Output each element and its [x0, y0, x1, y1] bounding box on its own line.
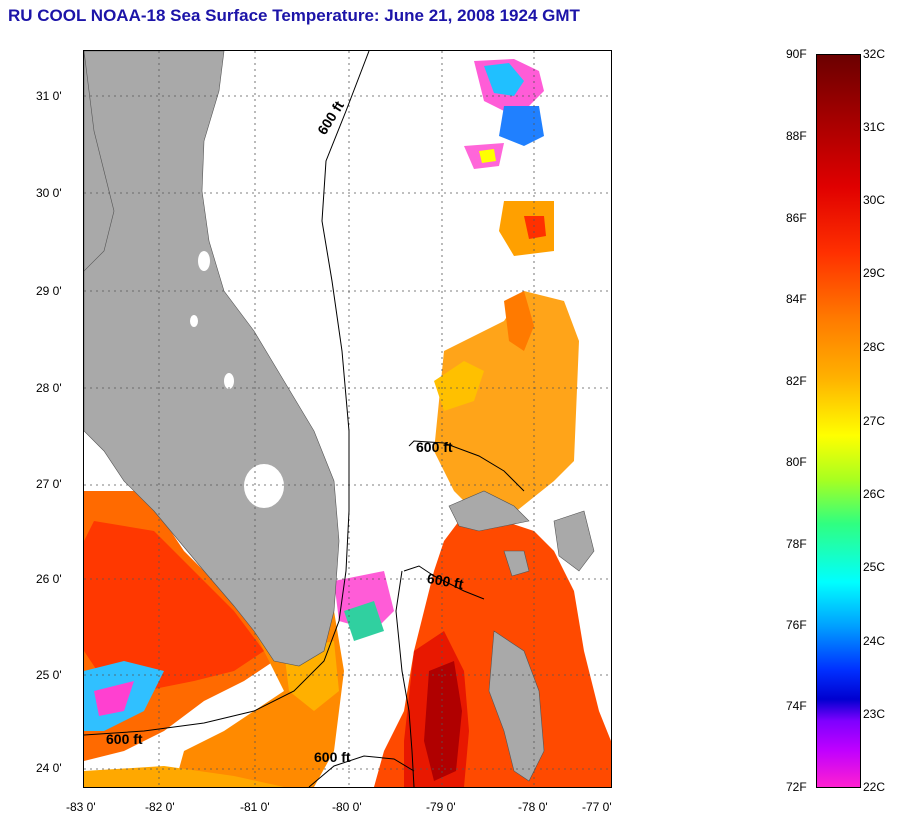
colorbar-c-26: 26C	[863, 487, 886, 501]
colorbar-f-76: 76F	[786, 618, 807, 632]
colorbar-c-22: 22C	[863, 780, 886, 794]
colorbar-f-88: 88F	[786, 129, 807, 143]
colorbar-f-74: 74F	[786, 699, 807, 713]
lat-label-29: 29 0'	[36, 284, 62, 298]
lakes	[190, 251, 284, 508]
colorbar-f-82: 82F	[786, 374, 807, 388]
lat-label-28: 28 0'	[36, 381, 62, 395]
contour-label-central: 600 ft	[416, 439, 453, 455]
lon-label-82: -82 0'	[145, 800, 175, 814]
colorbar-c-27: 27C	[863, 414, 886, 428]
lon-label-79: -79 0'	[426, 800, 456, 814]
isobath-600ft	[84, 51, 525, 787]
map-title: RU COOL NOAA-18 Sea Surface Temperature:…	[8, 6, 580, 25]
lon-label-80: -80 0'	[332, 800, 362, 814]
lat-label-26: 26 0'	[36, 572, 62, 586]
lat-label-24: 24 0'	[36, 761, 62, 775]
lon-label-78: -78 0'	[518, 800, 548, 814]
colorbar-c-32: 32C	[863, 47, 886, 61]
colorbar-f-78: 78F	[786, 537, 807, 551]
colorbar-c-30: 30C	[863, 193, 886, 207]
lon-label-77: -77 0'	[582, 800, 612, 814]
lat-label-25: 25 0'	[36, 668, 62, 682]
sst-map-svg	[84, 51, 611, 787]
land-masses	[84, 51, 595, 782]
colorbar-f-84: 84F	[786, 292, 807, 306]
colorbar-f-72: 72F	[786, 780, 807, 794]
colorbar-f-80: 80F	[786, 455, 807, 469]
colorbar-c-28: 28C	[863, 340, 886, 354]
graticule	[84, 51, 611, 787]
colorbar-c-25: 25C	[863, 560, 886, 574]
temperature-colorbar	[816, 54, 861, 788]
lat-label-27: 27 0'	[36, 477, 62, 491]
lat-label-31: 31 0'	[36, 89, 62, 103]
colorbar-c-23: 23C	[863, 707, 886, 721]
colorbar-f-90: 90F	[786, 47, 807, 61]
colorbar-f-86: 86F	[786, 211, 807, 225]
lon-label-83: -83 0'	[66, 800, 96, 814]
contour-label-south: 600 ft	[314, 749, 351, 765]
sst-data-patches	[84, 59, 611, 787]
colorbar-c-29: 29C	[863, 266, 886, 280]
colorbar-c-31: 31C	[863, 120, 886, 134]
colorbar-c-24: 24C	[863, 634, 886, 648]
lat-label-30: 30 0'	[36, 186, 62, 200]
sst-map-panel: 600 ft 600 ft 600 ft 600 ft 600 ft	[83, 50, 612, 788]
contour-label-southwest: 600 ft	[106, 731, 143, 747]
lon-label-81: -81 0'	[240, 800, 270, 814]
